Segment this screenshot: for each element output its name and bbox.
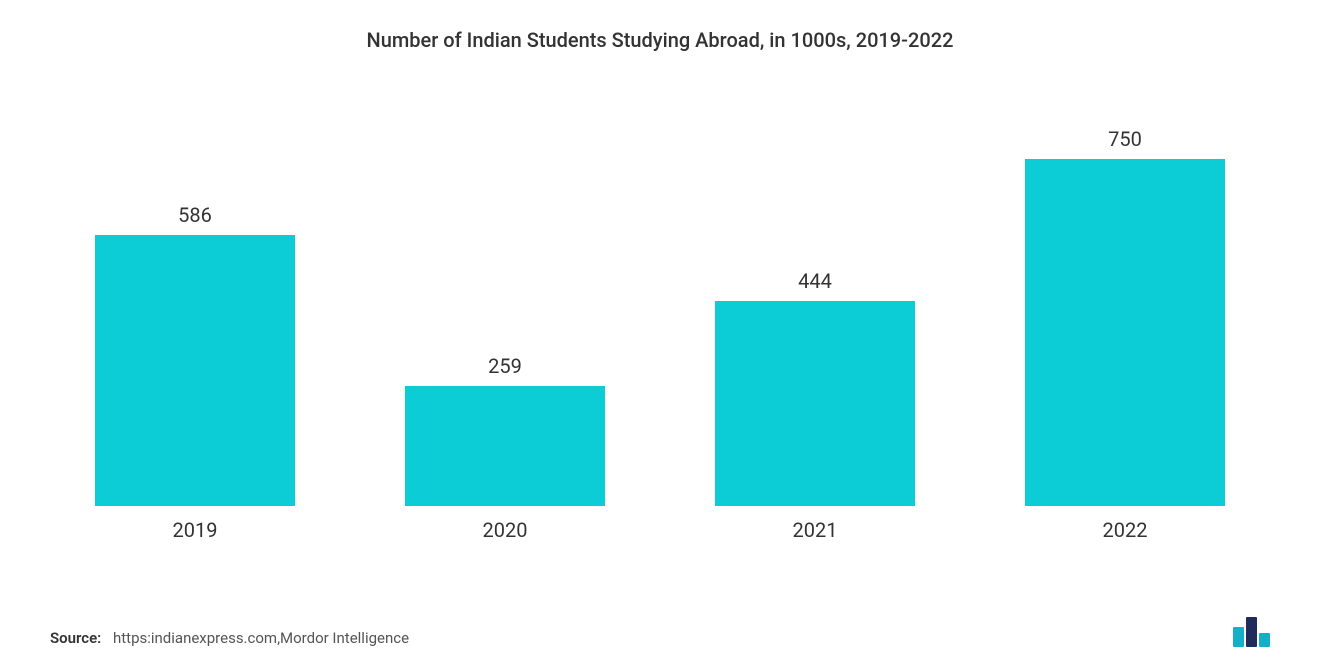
bar-value-label: 444: [798, 269, 832, 293]
bar-group: 259 2020: [350, 92, 660, 542]
source-line: Source: https:indianexpress.com,Mordor I…: [50, 629, 409, 647]
source-label: Source:: [50, 629, 101, 647]
bar-category-label: 2022: [1103, 518, 1148, 542]
bar-category-label: 2019: [173, 518, 218, 542]
bar: [1025, 159, 1225, 506]
bar-category-label: 2021: [793, 518, 838, 542]
bar-category-label: 2020: [483, 518, 528, 542]
brand-logo: [1233, 617, 1270, 647]
chart-title: Number of Indian Students Studying Abroa…: [0, 28, 1320, 52]
bar: [405, 386, 605, 506]
logo-bar: [1259, 633, 1270, 647]
bar-group: 586 2019: [40, 92, 350, 542]
bar-group: 750 2022: [970, 92, 1280, 542]
bar-group: 444 2021: [660, 92, 970, 542]
bar-value-label: 750: [1108, 127, 1142, 151]
source-text: https:indianexpress.com,Mordor Intellige…: [113, 629, 409, 647]
bar: [715, 301, 915, 506]
plot-area: 586 2019 259 2020 444 2021 750 2022: [0, 92, 1320, 542]
bar: [95, 235, 295, 506]
chart-container: Number of Indian Students Studying Abroa…: [0, 0, 1320, 665]
logo-bar: [1233, 627, 1244, 647]
bar-value-label: 586: [178, 203, 212, 227]
chart-footer: Source: https:indianexpress.com,Mordor I…: [50, 617, 1270, 647]
logo-bar: [1246, 617, 1257, 647]
bar-value-label: 259: [488, 354, 522, 378]
